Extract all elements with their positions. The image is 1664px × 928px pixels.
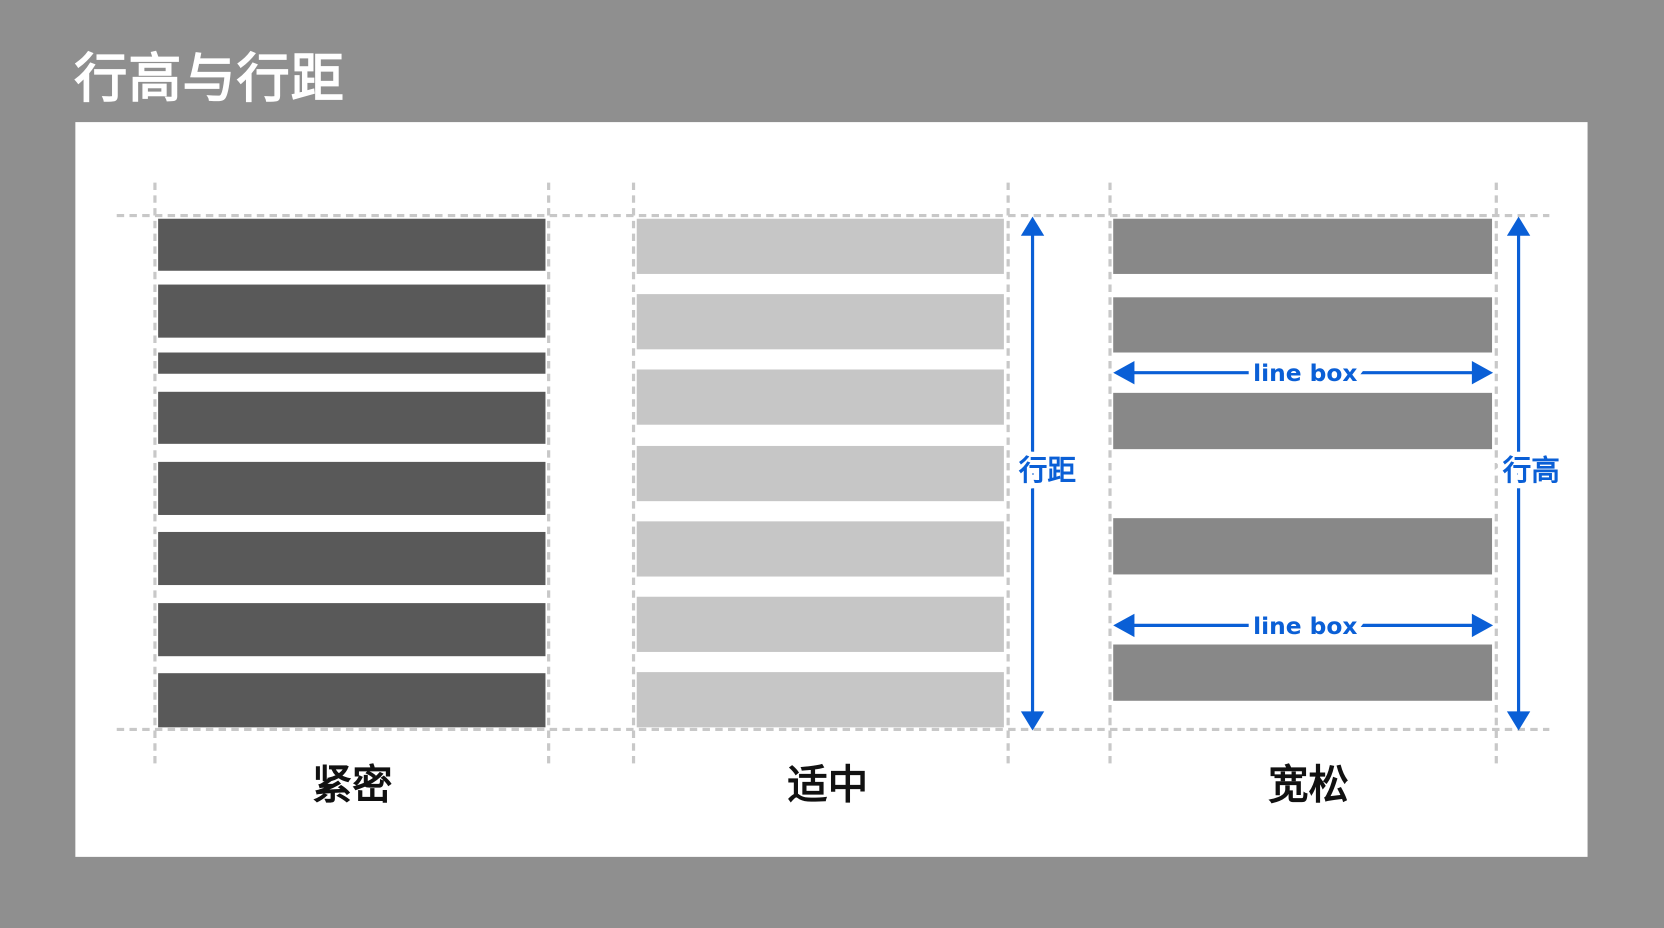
- arrow-up-icon: [1020, 216, 1045, 236]
- dense-line-bar: [158, 391, 546, 444]
- dense-line-bar: [158, 673, 546, 728]
- column-label-loose: 宽松: [1268, 761, 1349, 808]
- loose-line-bar: [1113, 218, 1493, 274]
- loose-line-bar: [1113, 297, 1493, 353]
- line-height-label: 行高: [1502, 453, 1560, 487]
- medium-line-bar: [636, 596, 1004, 652]
- arrow-right-icon: [1471, 361, 1494, 385]
- medium-line-bar: [636, 672, 1004, 728]
- dense-line-bar: [158, 352, 546, 374]
- column-label-dense: 紧密: [312, 761, 393, 808]
- dense-line-bar: [158, 531, 546, 586]
- line-box-label-1: line box: [1253, 359, 1357, 387]
- medium-line-bar: [636, 294, 1004, 350]
- bars: [158, 218, 1493, 728]
- medium-line-bar: [636, 445, 1004, 502]
- loose-line-bar: [1113, 518, 1493, 575]
- medium-line-bar: [636, 218, 1004, 274]
- guides: [116, 182, 1550, 767]
- medium-line-bar: [636, 369, 1004, 425]
- dense-line-bar: [158, 218, 546, 271]
- column-label-medium: 适中: [787, 761, 868, 808]
- arrow-left-icon: [1113, 613, 1135, 638]
- loose-line-bar: [1113, 644, 1493, 701]
- arrow-down-icon: [1506, 711, 1531, 731]
- arrow-down-icon: [1020, 711, 1045, 731]
- loose-line-bar: [1113, 392, 1493, 450]
- line-box-label-2: line box: [1253, 612, 1357, 640]
- arrow-left-icon: [1113, 361, 1135, 385]
- dense-line-bar: [158, 603, 546, 657]
- arrow-up-icon: [1506, 216, 1531, 236]
- medium-line-bar: [636, 521, 1004, 577]
- dense-line-bar: [158, 461, 546, 515]
- dense-line-bar: [158, 284, 546, 338]
- slide-title: 行高与行距: [74, 47, 345, 110]
- arrow-right-icon: [1471, 613, 1494, 638]
- arrows: [1020, 216, 1531, 731]
- line-spacing-label: 行距: [1018, 453, 1076, 487]
